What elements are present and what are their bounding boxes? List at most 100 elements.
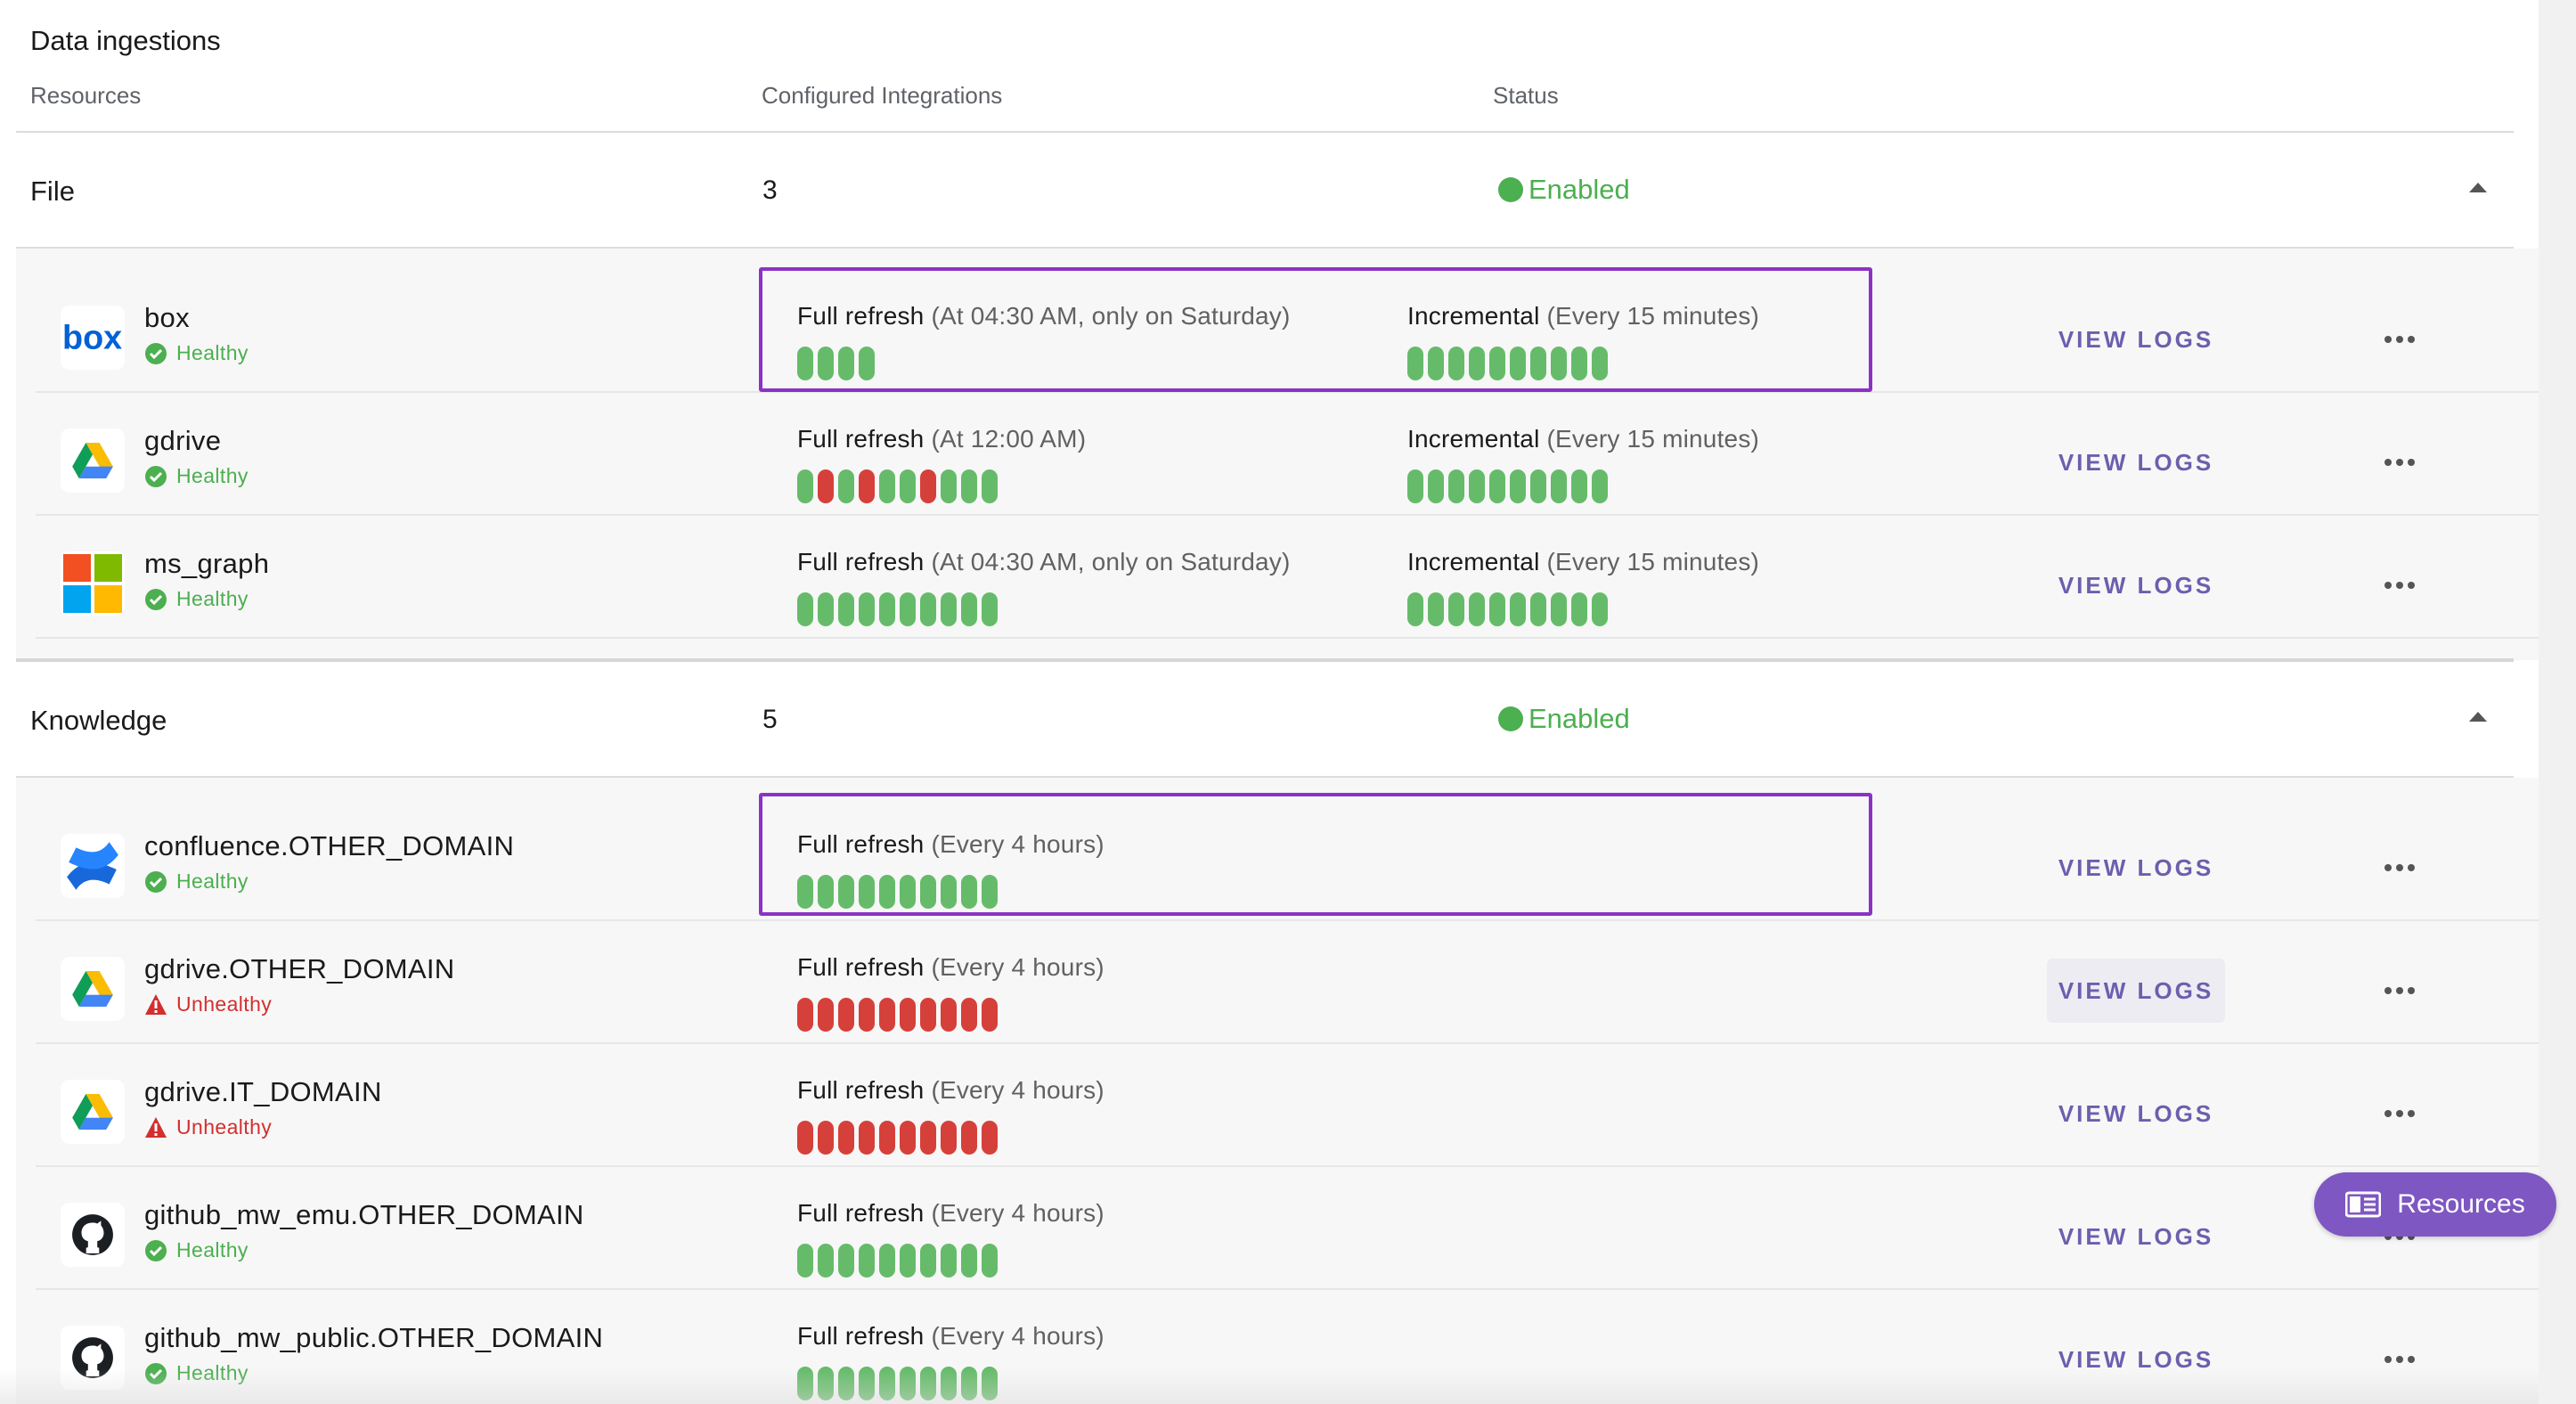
resource-row[interactable]: gdrive Healthy Full refresh (At 12:00 AM) o… [16,393,2558,516]
more-options-icon[interactable] [2368,1096,2432,1131]
run-status-bar[interactable]: ok [1448,469,1464,503]
run-status-bar[interactable]: fail [859,998,875,1032]
run-status-bar[interactable]: fail [982,1121,998,1155]
more-options-icon[interactable] [2368,567,2432,603]
run-status-bar[interactable]: ok [818,1244,834,1277]
run-status-bar[interactable]: ok [818,347,834,380]
group-row-knowledge[interactable]: Knowledge 5 Enabled [16,662,2514,778]
run-status-bar[interactable]: ok [818,875,834,909]
run-status-bar[interactable]: ok [1428,592,1444,626]
run-status-bar[interactable]: fail [879,1121,895,1155]
more-options-icon[interactable] [2368,322,2432,357]
run-status-bar[interactable]: ok [900,592,916,626]
run-status-bar[interactable]: fail [920,469,936,503]
resource-row[interactable]: ms_graph Healthy Full refresh (At 04:30 AM… [16,516,2558,639]
view-logs-button[interactable]: VIEW LOGS [2058,571,2214,599]
resource-row[interactable]: github_mw_emu.OTHER_DOMAIN Healthy Full re… [16,1167,2558,1290]
view-logs-button[interactable]: VIEW LOGS [2058,448,2214,476]
run-status-bar[interactable]: fail [838,1121,854,1155]
run-status-bar[interactable]: ok [1407,592,1423,626]
run-status-bar[interactable]: ok [900,1367,916,1400]
run-status-bar[interactable]: ok [838,592,854,626]
run-status-bar[interactable]: ok [859,875,875,909]
run-status-bar[interactable]: ok [1448,592,1464,626]
more-options-icon[interactable] [2368,1342,2432,1377]
run-status-bar[interactable]: ok [900,875,916,909]
run-status-bar[interactable]: ok [1592,592,1608,626]
run-status-bar[interactable]: ok [920,1367,936,1400]
resource-row[interactable]: github_mw_public.OTHER_DOMAIN Healthy Full… [16,1290,2558,1404]
run-status-bar[interactable]: ok [1530,469,1546,503]
run-status-bar[interactable]: fail [941,998,957,1032]
run-status-bar[interactable]: ok [879,592,895,626]
run-status-bar[interactable]: ok [1407,469,1423,503]
resource-row[interactable]: box box Healthy Full refresh (At 04:30 AM, … [16,270,2558,393]
more-options-icon[interactable] [2368,973,2432,1008]
run-status-bar[interactable]: fail [818,1121,834,1155]
resource-row[interactable]: gdrive.OTHER_DOMAIN Unhealthy Full refresh… [16,921,2558,1044]
view-logs-button[interactable]: VIEW LOGS [2047,959,2225,1023]
run-status-bar[interactable]: fail [941,1121,957,1155]
resource-row[interactable]: gdrive.IT_DOMAIN Unhealthy Full refresh (E… [16,1044,2558,1167]
run-status-bar[interactable]: ok [859,1367,875,1400]
resource-row[interactable]: confluence.OTHER_DOMAIN Healthy Full refre… [16,798,2558,921]
more-options-icon[interactable] [2368,850,2432,886]
run-status-bar[interactable]: ok [1407,347,1423,380]
run-status-bar[interactable]: ok [1489,347,1505,380]
more-options-icon[interactable] [2368,1219,2432,1254]
group-row-file[interactable]: File 3 Enabled [16,133,2514,249]
run-status-bar[interactable]: fail [818,998,834,1032]
view-logs-button[interactable]: VIEW LOGS [2058,1222,2214,1250]
run-status-bar[interactable]: ok [920,1244,936,1277]
run-status-bar[interactable]: ok [1510,347,1526,380]
run-status-bar[interactable]: ok [1571,592,1587,626]
resources-button[interactable]: Resources [2314,1172,2556,1237]
run-status-bar[interactable]: ok [982,469,998,503]
run-status-bar[interactable]: ok [941,1244,957,1277]
run-status-bar[interactable]: ok [818,592,834,626]
run-status-bar[interactable]: ok [797,469,813,503]
run-status-bar[interactable]: fail [859,1121,875,1155]
run-status-bar[interactable]: ok [1489,469,1505,503]
run-status-bar[interactable]: ok [941,592,957,626]
view-logs-button[interactable]: VIEW LOGS [2058,1345,2214,1373]
view-logs-button[interactable]: VIEW LOGS [2058,1099,2214,1127]
run-status-bar[interactable]: ok [797,592,813,626]
run-status-bar[interactable]: ok [941,469,957,503]
run-status-bar[interactable]: ok [838,347,854,380]
run-status-bar[interactable]: ok [859,1244,875,1277]
run-status-bar[interactable]: ok [838,1244,854,1277]
run-status-bar[interactable]: fail [818,469,834,503]
run-status-bar[interactable]: ok [1530,347,1546,380]
run-status-bar[interactable]: ok [1571,347,1587,380]
view-logs-button[interactable]: VIEW LOGS [2058,325,2214,353]
run-status-bar[interactable]: fail [982,998,998,1032]
more-options-icon[interactable] [2368,445,2432,480]
run-status-bar[interactable]: ok [818,1367,834,1400]
run-status-bar[interactable]: fail [900,998,916,1032]
run-status-bar[interactable]: ok [859,592,875,626]
run-status-bar[interactable]: ok [1592,347,1608,380]
view-logs-button[interactable]: VIEW LOGS [2058,853,2214,881]
run-status-bar[interactable]: ok [982,1244,998,1277]
run-status-bar[interactable]: ok [797,347,813,380]
run-status-bar[interactable]: ok [961,469,977,503]
run-status-bar[interactable]: ok [900,1244,916,1277]
run-status-bar[interactable]: ok [1469,469,1485,503]
run-status-bar[interactable]: ok [961,1244,977,1277]
run-status-bar[interactable]: fail [900,1121,916,1155]
collapse-caret-icon[interactable] [2469,712,2487,722]
run-status-bar[interactable]: fail [920,998,936,1032]
run-status-bar[interactable]: ok [961,592,977,626]
run-status-bar[interactable]: ok [961,875,977,909]
run-status-bar[interactable]: ok [1510,592,1526,626]
run-status-bar[interactable]: fail [838,998,854,1032]
run-status-bar[interactable]: ok [838,1367,854,1400]
run-status-bar[interactable]: ok [1469,347,1485,380]
run-status-bar[interactable]: ok [1428,469,1444,503]
run-status-bar[interactable]: ok [1428,347,1444,380]
run-status-bar[interactable]: ok [1551,469,1567,503]
collapse-caret-icon[interactable] [2469,183,2487,192]
run-status-bar[interactable]: ok [961,1367,977,1400]
run-status-bar[interactable]: ok [838,469,854,503]
